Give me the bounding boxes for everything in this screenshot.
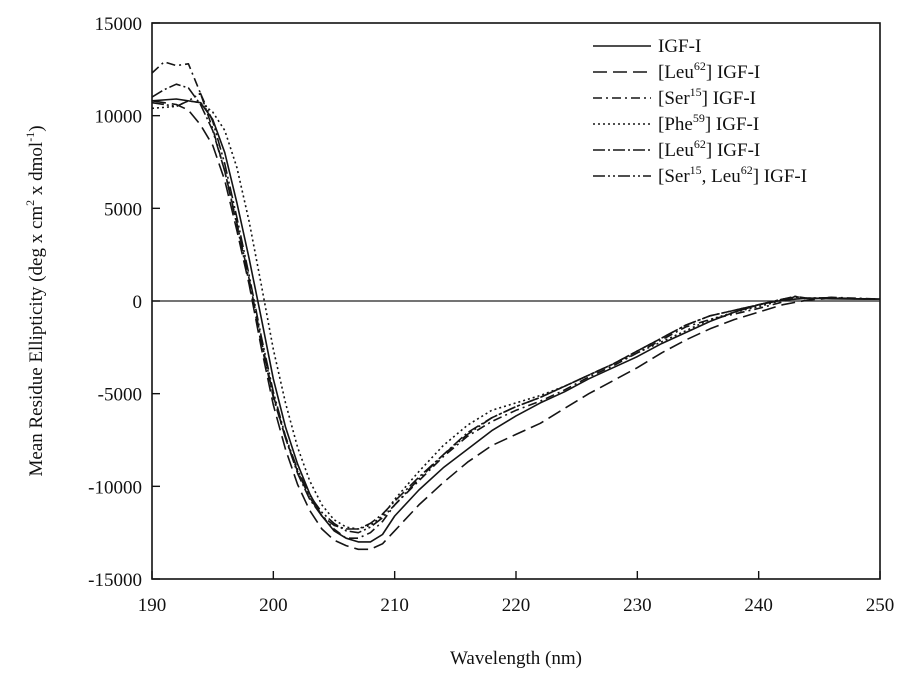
x-axis: 190 200 210 220 230 240 250 bbox=[138, 571, 895, 616]
legend-label-6: [Ser15, Leu62] IGF-I bbox=[658, 163, 807, 187]
series-line-3 bbox=[152, 61, 880, 539]
y-tick-label: 5000 bbox=[104, 199, 142, 220]
x-tick-label: 200 bbox=[259, 595, 288, 616]
y-tick-label: -5000 bbox=[98, 385, 142, 406]
series-line-4 bbox=[152, 100, 880, 530]
y-axis-label: Mean Residue Ellipticity (deg x cm2 x dm… bbox=[23, 125, 47, 476]
y-tick-label: 0 bbox=[133, 292, 143, 313]
series-line-2 bbox=[152, 100, 880, 551]
legend: IGF-I[Leu62] IGF-I[Ser15] IGF-I[Phe59] I… bbox=[593, 36, 807, 187]
legend-label-5: [Leu62] IGF-I bbox=[658, 137, 760, 161]
legend-label-2: [Leu62] IGF-I bbox=[658, 59, 760, 83]
legend-label-3: [Ser15] IGF-I bbox=[658, 85, 756, 109]
series-line-5 bbox=[152, 83, 880, 530]
series-layer bbox=[152, 61, 880, 551]
x-tick-label: 190 bbox=[138, 595, 167, 616]
x-axis-label: Wavelength (nm) bbox=[450, 648, 582, 669]
y-tick-label: 15000 bbox=[95, 14, 143, 35]
x-tick-label: 230 bbox=[623, 595, 652, 616]
y-tick-label: 10000 bbox=[95, 107, 143, 128]
y-axis: -15000 -10000 -5000 0 5000 10000 15000 bbox=[88, 14, 160, 591]
y-tick-label: -15000 bbox=[88, 570, 142, 591]
legend-label-1: IGF-I bbox=[658, 36, 701, 57]
legend-label-4: [Phe59] IGF-I bbox=[658, 111, 759, 135]
series-line-6 bbox=[152, 92, 880, 534]
y-tick-label: -10000 bbox=[88, 477, 142, 498]
x-tick-label: 210 bbox=[380, 595, 409, 616]
x-tick-label: 250 bbox=[866, 595, 895, 616]
x-tick-label: 240 bbox=[744, 595, 773, 616]
x-tick-label: 220 bbox=[502, 595, 531, 616]
